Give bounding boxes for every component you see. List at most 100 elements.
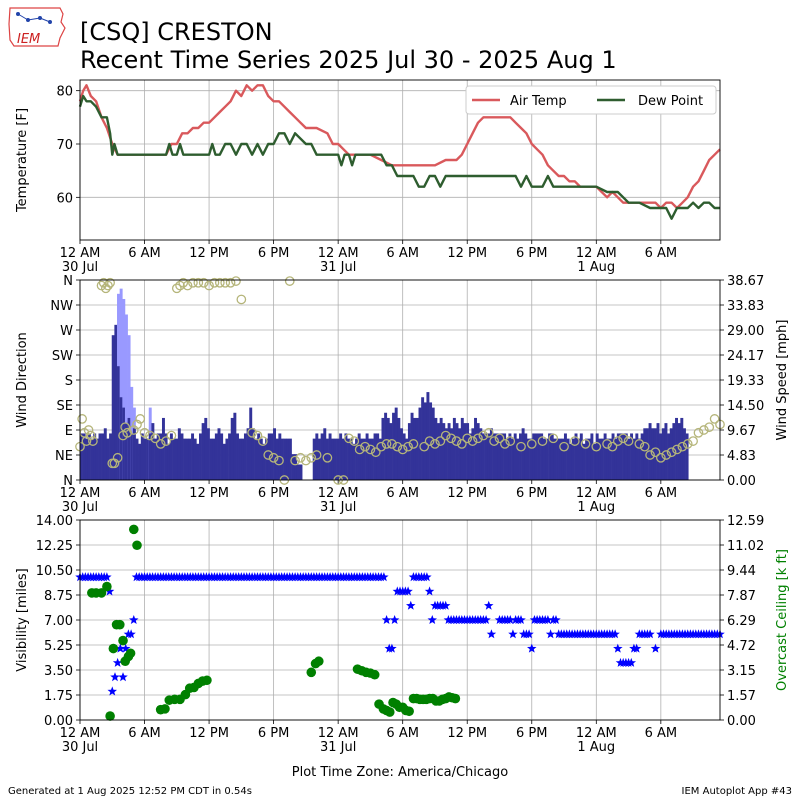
ceiling-tick-label: 12.59 [727, 514, 764, 529]
wind-speed-bar [233, 412, 237, 480]
temp-y-axis-label: Temperature [F] [15, 108, 30, 213]
wind-direction-point [403, 441, 413, 452]
wind-speed-bar [593, 443, 597, 480]
footer-generated: Generated at 1 Aug 2025 12:52 PM CDT in … [8, 786, 252, 797]
wind-speed-bar [180, 433, 184, 480]
visibility-point [505, 615, 515, 624]
wind-speed-bar [127, 417, 131, 480]
wind-speed-bar [209, 438, 213, 480]
wind-speed-bar [407, 423, 411, 480]
wind-gust-bar [124, 314, 128, 480]
wind-speed-bar [312, 438, 316, 480]
wind-speed-tick-label: 19.33 [727, 374, 764, 389]
vis-x-tick-label: 6 AM [645, 726, 678, 741]
wind-speed-bar [370, 438, 374, 480]
vis-x-tick-label: 12 PM [447, 726, 487, 741]
wind-direction-point [537, 436, 548, 446]
wind-direction-point [548, 433, 559, 444]
wind-speed-bar [241, 438, 245, 480]
wind-speed-axis-label: Wind Speed [mph] [775, 320, 790, 441]
iem-logo[interactable]: IEM [8, 7, 66, 47]
legend-dew-point-label: Dew Point [638, 94, 703, 109]
wind-speed-bar [117, 366, 120, 480]
wind-speed-bar [228, 433, 232, 480]
wind-x-tick-label: 6 AM [386, 486, 419, 501]
temp-y-tick-label: 80 [56, 85, 73, 100]
visibility-tick-label: 7.00 [44, 614, 73, 629]
ceiling-point [114, 619, 125, 630]
wind-speed-bar [608, 438, 612, 480]
wind-speed-bar [566, 438, 570, 480]
wind-speed-bar [648, 423, 652, 480]
temp-legend: Air Temp Dew Point [465, 85, 717, 115]
wind-x-tick-label: 12 PM [447, 486, 487, 501]
wind-speed-bar [143, 438, 147, 480]
wind-speed-bar [550, 433, 554, 480]
wind-direction-point [376, 441, 387, 452]
ceiling-point [404, 706, 414, 717]
wind-speed-bar [463, 423, 467, 480]
footer-app: IEM Autoplot App #43 [682, 786, 792, 797]
wind-direction-point [135, 414, 146, 424]
wind-speed-bar [185, 438, 189, 480]
wind-speed-bar [82, 433, 86, 480]
wind-speed-bar [450, 428, 454, 480]
wind-direction-point [381, 439, 392, 449]
wind-speed-bar [318, 438, 321, 480]
wind-speed-bar [246, 428, 250, 480]
ceiling-tick-label: 11.02 [727, 539, 764, 554]
wind-speed-bar [645, 428, 649, 480]
wind-speed-bar [513, 433, 517, 480]
wind-speed-bar [685, 433, 689, 480]
wind-direction-point [166, 430, 177, 441]
wind-direction-point [709, 414, 720, 424]
wind-speed-bar [640, 433, 644, 480]
vis-x-tick-label: 6 AM [128, 726, 161, 741]
temp-x-tick-label: 6 AM [128, 246, 161, 261]
visibility-tick-label: 1.75 [44, 689, 73, 704]
wind-direction-point [182, 280, 193, 291]
visibility-point [481, 615, 491, 624]
wind-speed-bar [103, 428, 107, 480]
temp-y-tick-label: 70 [56, 138, 73, 153]
wind-direction-point [306, 452, 317, 463]
wind-speed-bar [680, 417, 684, 480]
wind-speed-bar [124, 423, 128, 480]
ceiling-point [105, 711, 115, 721]
wind-direction-point [446, 433, 456, 444]
wind-direction-point [225, 277, 236, 288]
wind-speed-bar [656, 423, 660, 480]
wind-speed-bar [119, 397, 123, 480]
visibility-point [650, 643, 661, 653]
wind-dir-tick-label: N [63, 274, 73, 289]
wind-speed-bar [503, 433, 507, 480]
wind-direction-point [236, 294, 247, 305]
wind-speed-bar [616, 433, 620, 480]
wind-direction-point [193, 277, 204, 288]
wind-speed-bar [138, 443, 142, 480]
wind-direction-point [419, 441, 430, 452]
visibility-point [110, 672, 120, 682]
wind-x-tick-label: 6 AM [128, 486, 161, 501]
wind-speed-bar [214, 433, 218, 480]
visibility-point [126, 629, 136, 639]
wind-direction-point [214, 277, 225, 288]
wind-speed-bar [492, 433, 496, 480]
wind-speed-bar [254, 438, 258, 480]
visibility-tick-label: 3.50 [44, 664, 73, 679]
wind-direction-point [247, 427, 257, 438]
wind-speed-bar [598, 438, 602, 480]
chart-title-line1: [CSQ] CRESTON [80, 18, 273, 46]
wind-speed-bar [360, 438, 364, 480]
ceiling-point [118, 635, 128, 646]
wind-direction-point [424, 436, 435, 446]
wind-speed-bar [590, 433, 594, 480]
wind-speed-bar [651, 428, 655, 480]
wind-speed-bar [230, 417, 234, 480]
wind-speed-bar [111, 335, 115, 480]
wind-speed-bar [521, 428, 525, 480]
ceiling-point [128, 524, 139, 535]
wind-speed-bar [294, 454, 298, 480]
wind-speed-bar [130, 433, 134, 480]
wind-direction-point [295, 452, 306, 463]
